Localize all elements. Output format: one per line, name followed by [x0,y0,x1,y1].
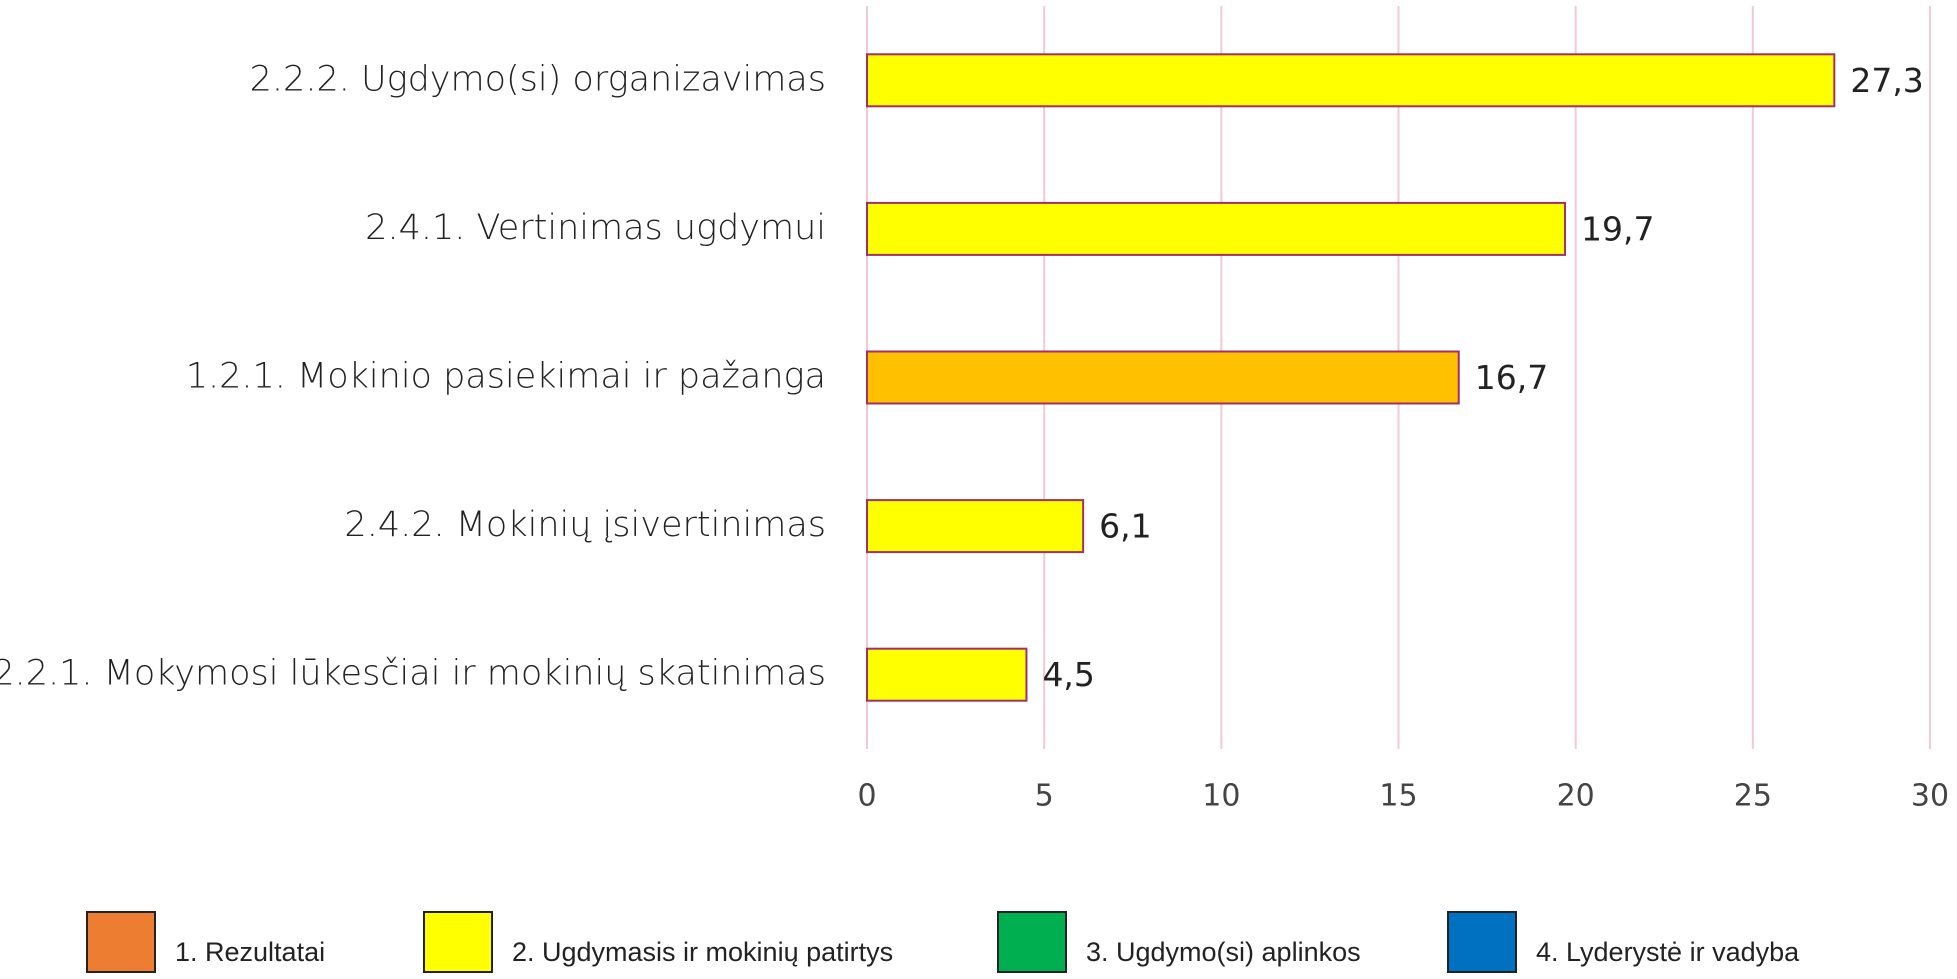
category-label: 2.2.2. Ugdymo(si) organizavimas [250,59,826,99]
category-label: 1.2.1. Mokinio pasiekimai ir pažanga [186,357,826,397]
x-tick-label: 15 [1379,779,1417,814]
x-tick-label: 0 [857,779,876,814]
legend-swatch [86,911,156,973]
category-label: 2.4.1. Vertinimas ugdymui [365,208,826,248]
x-tick-label: 10 [1202,779,1240,814]
bar [866,647,1028,702]
x-tick-label: 25 [1734,779,1772,814]
value-label: 6,1 [1099,507,1151,546]
legend-label: 3. Ugdymo(si) aplinkos [1086,937,1361,967]
legend-swatch [1447,911,1517,973]
bar [866,201,1567,256]
bar [866,53,1836,108]
x-tick-label: 30 [1911,779,1949,814]
bar [866,350,1460,405]
value-label: 27,3 [1850,61,1923,100]
legend-label: 2. Ugdymasis ir mokinių patirtys [512,937,893,967]
bar [866,499,1085,554]
value-label: 19,7 [1581,209,1654,248]
legend-swatch [423,911,493,973]
value-label: 16,7 [1475,358,1548,397]
value-label: 4,5 [1042,655,1094,694]
legend-label: 4. Lyderystė ir vadyba [1536,937,1800,967]
legend-label: 1. Rezultatai [175,937,325,967]
x-tick-label: 20 [1557,779,1595,814]
x-tick-label: 5 [1035,779,1054,814]
category-label: 2.2.1. Mokymosi lūkesčiai ir mokinių ska… [0,654,826,694]
legend-swatch [997,911,1067,973]
category-label: 2.4.2. Mokinių įsivertinimas [344,505,826,545]
